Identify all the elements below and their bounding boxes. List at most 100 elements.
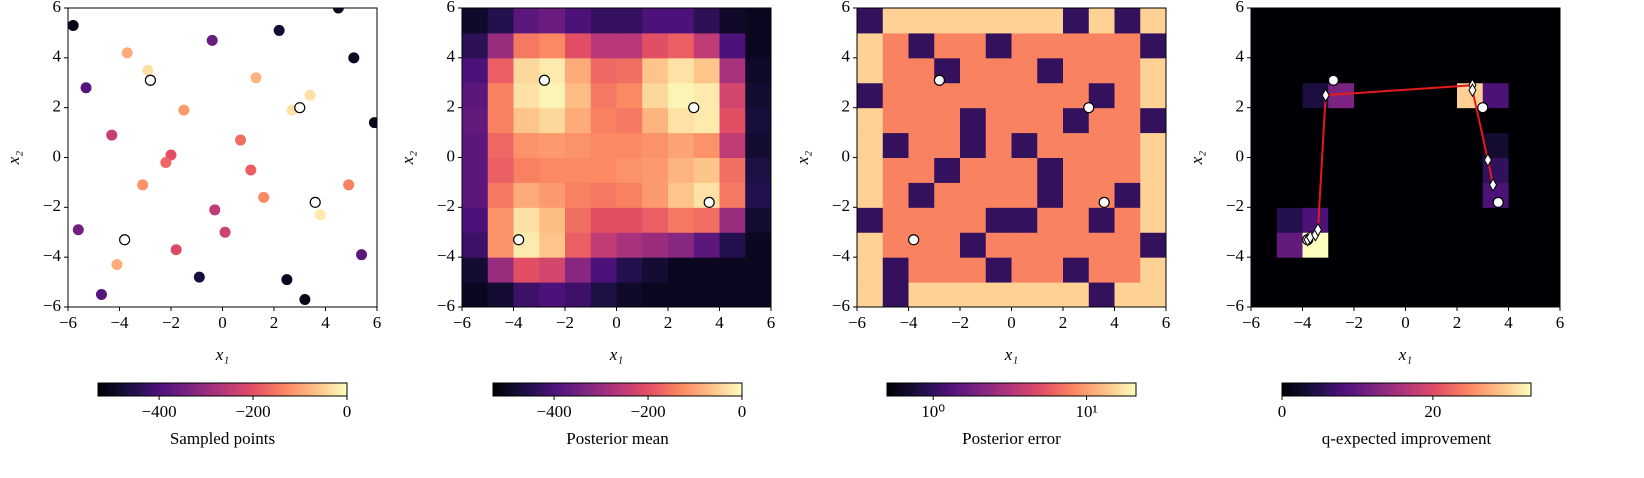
y-tick-label: 0 [447,146,456,165]
plot-area [1251,8,1560,307]
heatmap-cell [1379,232,1406,258]
heatmap-cell [908,8,935,34]
heatmap-cell [719,107,746,134]
heatmap-cell [1508,57,1535,84]
heatmap-cell [590,182,617,208]
heatmap-cell [1482,232,1509,258]
heatmap-cell [487,57,514,84]
heatmap-cell [590,157,617,183]
y-tick-label: 4 [842,47,851,66]
heatmap-cell [1114,282,1141,307]
optimum-marker [1327,74,1340,86]
heatmap-cell [1379,182,1406,208]
heatmap-cell [1037,57,1064,84]
x-tick-label: 2 [664,313,673,332]
x-tick-label: 4 [1110,313,1119,332]
heatmap-cell [1114,82,1141,109]
heatmap-cell [539,182,566,208]
colorbar-label: q-expected improvement [1322,429,1492,448]
heatmap-cell [882,282,909,307]
y-tick-label: 6 [53,0,62,16]
heatmap-cell [985,32,1012,59]
heatmap-cell [1140,282,1166,307]
heatmap-cell [1251,157,1278,183]
heatmap-cell [934,8,961,34]
heatmap-cell [1088,107,1115,134]
optimum-marker [703,196,715,208]
heatmap-cell [882,57,909,84]
heatmap-cell [1251,257,1278,283]
heatmap-cell [960,32,987,59]
heatmap-cell [908,82,935,109]
heatmap-cell [565,82,592,109]
heatmap-cell [616,182,643,208]
y-tick-label: 2 [1236,97,1245,116]
heatmap-cell [1534,232,1560,258]
heatmap-cell [590,207,617,233]
optimum-marker [908,234,920,246]
heatmap-cell [590,107,617,134]
x-tick-label: 0 [218,313,227,332]
heatmap-cell [1063,32,1090,59]
optimum-marker [1477,102,1489,114]
heatmap-cell [1534,8,1560,34]
heatmap-cell [857,232,884,258]
heatmap-cell [616,8,643,34]
heatmap-cell [1431,282,1458,307]
heatmap-cell [693,207,720,233]
heatmap-cell [908,282,935,307]
x-tick-label: −6 [59,313,77,332]
heatmap-cell [1114,32,1141,59]
heatmap-cell [487,107,514,134]
heatmap-cell [539,282,566,307]
heatmap-cell [1276,257,1303,283]
heatmap-cell [539,257,566,283]
heatmap-cell [1037,132,1064,158]
heatmap-cell [1037,82,1064,109]
colorbar [97,382,348,397]
heatmap-cell [934,132,961,158]
heatmap-cell [908,182,935,208]
y-tick-label: −6 [437,296,455,315]
optimum-marker [144,74,156,86]
x-tick-label: 4 [321,313,330,332]
heatmap-cell [960,57,987,84]
heatmap-cell [985,157,1012,183]
heatmap-cell [565,257,592,283]
heatmap-cell [1431,57,1458,84]
heatmap-cell [1276,82,1303,109]
heatmap-cell [1534,57,1560,84]
heatmap-cell [1405,232,1432,258]
heatmap-cell [1354,8,1381,34]
y-tick-label: −2 [832,196,850,215]
heatmap-cell [934,182,961,208]
heatmap-cell [1328,8,1355,34]
heatmap-cell [1114,57,1141,84]
y-axis-label: x₂ [398,151,417,166]
y-tick-label: 6 [447,0,456,16]
heatmap-cell [1302,32,1329,59]
heatmap-cell [616,232,643,258]
heatmap-cell [1354,82,1381,109]
heatmap-cell [1302,157,1329,183]
colorbar [492,382,743,397]
heatmap-cell [616,57,643,84]
heatmap-cell [1276,32,1303,59]
heatmap-cell [1431,257,1458,283]
batch-point [1483,152,1492,167]
heatmap-cell [590,8,617,34]
heatmap-cell [616,32,643,59]
heatmap-cell [590,57,617,84]
sample-point [281,274,293,286]
x-tick-label: 0 [612,313,621,332]
heatmap-cell [590,132,617,158]
heatmap-cell [1534,107,1560,134]
optimum-marker [688,102,700,114]
sample-point [95,289,107,301]
heatmap-cell [1140,8,1166,34]
heatmap-cell [462,207,489,233]
y-tick-label: −4 [43,246,62,265]
sample-point [72,224,84,236]
heatmap-cell [1379,282,1406,307]
heatmap-cell [1405,32,1432,59]
